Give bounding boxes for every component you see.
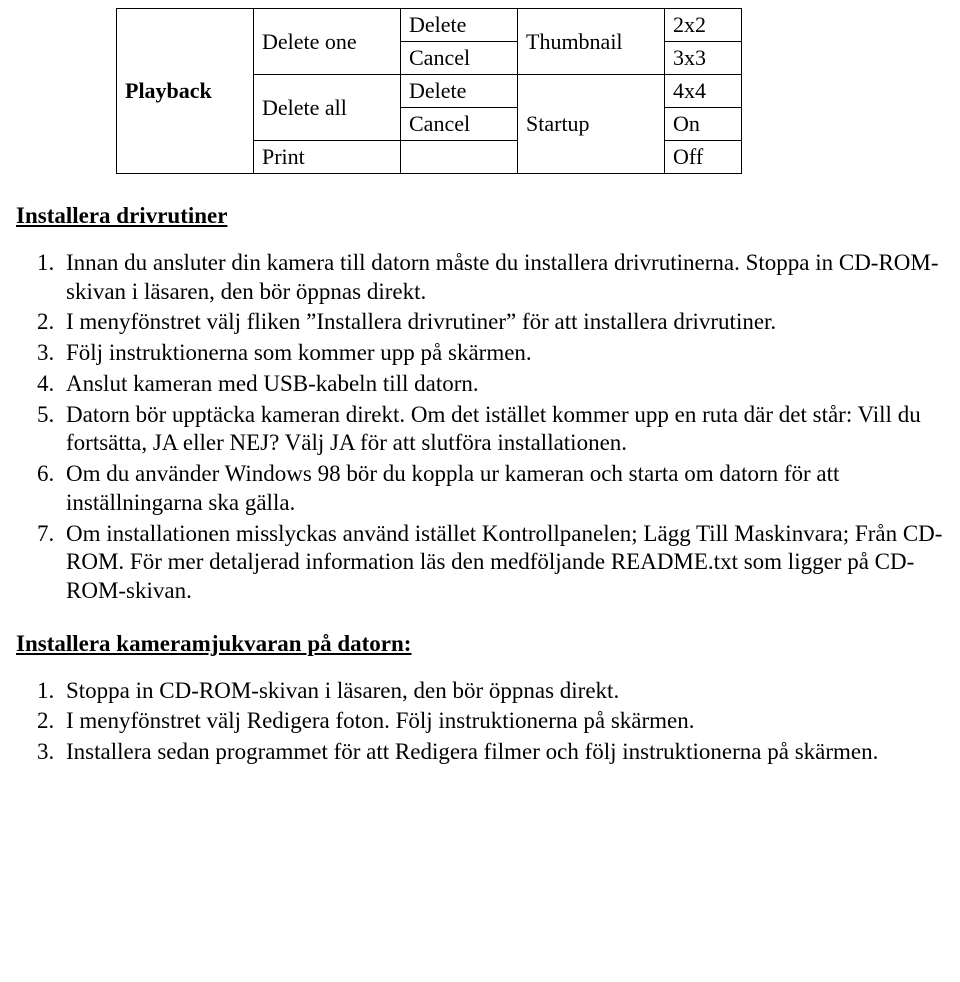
list-item: Installera sedan programmet för att Redi… — [60, 738, 944, 767]
table-cell: Cancel — [401, 42, 518, 75]
table-cell: 4x4 — [665, 75, 742, 108]
table-cell — [401, 141, 518, 174]
list-item: Stoppa in CD-ROM-skivan i läsaren, den b… — [60, 677, 944, 706]
list-item: Datorn bör upptäcka kameran direkt. Om d… — [60, 401, 944, 459]
table-rowheader: Playback — [117, 9, 254, 174]
table-cell: Startup — [518, 75, 665, 174]
list-item: Anslut kameran med USB-kabeln till dator… — [60, 370, 944, 399]
table-cell: Print — [254, 141, 401, 174]
install-drivers-list: Innan du ansluter din kamera till datorn… — [26, 249, 944, 606]
table-cell: Cancel — [401, 108, 518, 141]
list-item: Om installationen misslyckas använd istä… — [60, 520, 944, 606]
list-item: Följ instruktionerna som kommer upp på s… — [60, 339, 944, 368]
table-cell: Off — [665, 141, 742, 174]
playback-menu-table: Playback Delete one Delete Thumbnail 2x2… — [116, 8, 742, 174]
table-cell: 2x2 — [665, 9, 742, 42]
table-cell: Thumbnail — [518, 9, 665, 75]
list-item: Innan du ansluter din kamera till datorn… — [60, 249, 944, 307]
install-software-list: Stoppa in CD-ROM-skivan i läsaren, den b… — [26, 677, 944, 767]
list-item: I menyfönstret välj fliken ”Installera d… — [60, 308, 944, 337]
section-heading-install-software: Installera kameramjukvaran på datorn: — [16, 630, 944, 659]
table-cell: 3x3 — [665, 42, 742, 75]
table-cell: Delete — [401, 9, 518, 42]
table-cell: Delete all — [254, 75, 401, 141]
table-cell: Delete one — [254, 9, 401, 75]
table-cell: Delete — [401, 75, 518, 108]
table-cell: On — [665, 108, 742, 141]
list-item: I menyfönstret välj Redigera foton. Följ… — [60, 707, 944, 736]
section-heading-install-drivers: Installera drivrutiner — [16, 202, 944, 231]
list-item: Om du använder Windows 98 bör du koppla … — [60, 460, 944, 518]
